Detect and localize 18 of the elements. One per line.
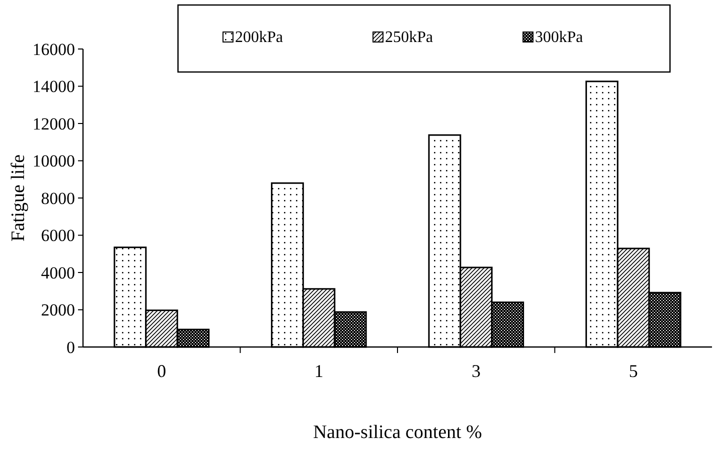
x-axis-title: Nano-silica content % [313, 422, 482, 443]
y-tick-label: 8000 [41, 188, 75, 208]
y-tick-label: 2000 [41, 300, 75, 320]
legend-label: 300kPa [535, 29, 583, 46]
y-tick-label: 0 [66, 338, 75, 357]
y-axis-title: Fatigue life [8, 154, 29, 242]
legend-label: 250kPa [385, 29, 433, 46]
y-tick-label: 14000 [32, 77, 75, 96]
y-tick-label: 12000 [32, 114, 75, 134]
y-tick-label: 16000 [32, 40, 75, 59]
x-tick-label: 3 [472, 361, 481, 381]
x-tick-label: 1 [314, 361, 324, 381]
y-tick-label: 6000 [41, 226, 75, 246]
x-tick-label: 5 [628, 361, 638, 381]
y-tick-label: 4000 [41, 263, 75, 282]
x-tick-label: 0 [157, 361, 166, 381]
y-tick-label: 10000 [32, 152, 75, 171]
legend-label: 200kPa [235, 29, 283, 46]
